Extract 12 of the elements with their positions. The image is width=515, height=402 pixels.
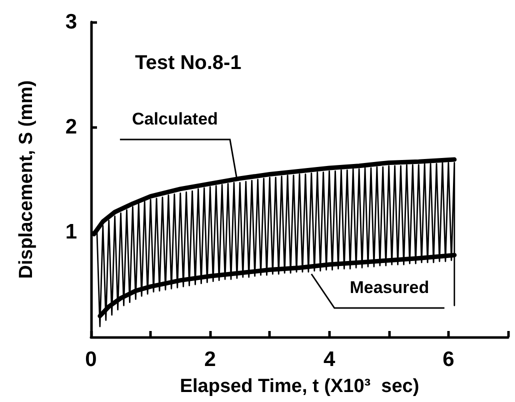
text: Test No.8-1: [135, 52, 242, 74]
x-axis-title: Elapsed Time, t (X10³ sec): [180, 376, 420, 397]
annotation: Measured: [350, 278, 430, 297]
y-tick-label: 2: [65, 116, 77, 138]
y-tick-label: 1: [65, 220, 78, 244]
x-tick-label: 6: [442, 348, 454, 371]
y-axis-title: Displacement, S (mm): [16, 80, 37, 279]
x-tick-label: 4: [323, 348, 336, 371]
x-tick-label: 2: [204, 348, 216, 371]
y-tick-label: 3: [65, 10, 77, 34]
x-tick-label: 0: [85, 348, 97, 371]
annotation: Calculated: [132, 110, 218, 128]
